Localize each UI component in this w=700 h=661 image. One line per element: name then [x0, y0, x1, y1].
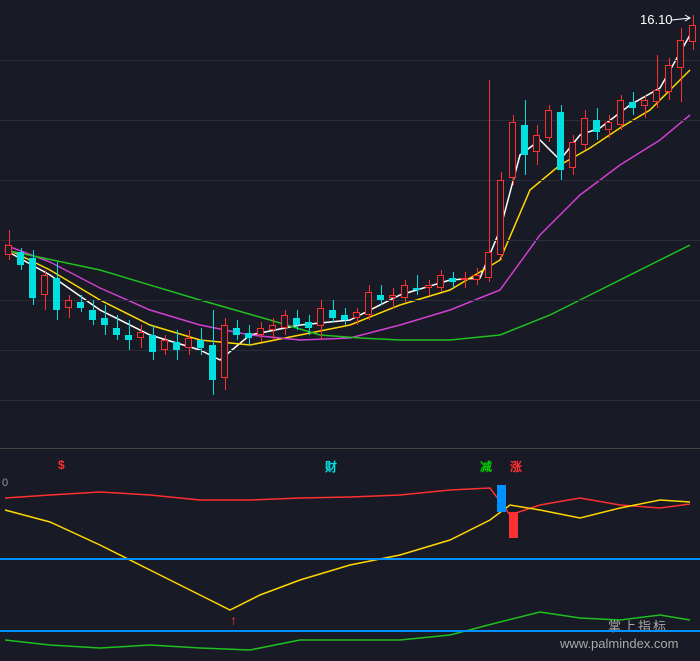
- gridline: [0, 300, 700, 301]
- candle-body: [665, 65, 672, 92]
- candle-body: [137, 332, 144, 338]
- panel-divider: [0, 448, 700, 449]
- price-label: 16.10: [640, 12, 673, 27]
- candle-body: [185, 338, 192, 348]
- candle-body: [101, 318, 108, 325]
- candle-body: [581, 118, 588, 145]
- candle-body: [629, 102, 636, 108]
- candle-body: [89, 310, 96, 320]
- candle-body: [221, 325, 228, 378]
- candle-body: [197, 340, 204, 348]
- gridline: [0, 60, 700, 61]
- candle-body: [281, 315, 288, 328]
- candle-body: [65, 300, 72, 308]
- candle-body: [569, 142, 576, 168]
- gridline: [0, 400, 700, 401]
- chart-container: 16.10 0 掌上指标 www.palmindex.com $财减涨↑: [0, 0, 700, 661]
- candle-body: [521, 125, 528, 155]
- indicator-marker: 涨: [510, 458, 522, 475]
- candle-body: [233, 328, 240, 335]
- candle-body: [353, 312, 360, 318]
- candle-body: [209, 345, 216, 380]
- indicator-marker: 财: [325, 458, 337, 475]
- candle-body: [413, 288, 420, 290]
- candle-body: [341, 315, 348, 320]
- indicator-level-line: [0, 558, 700, 560]
- main-overlay-svg: [0, 0, 700, 440]
- candle-body: [461, 278, 468, 280]
- candle-wick: [417, 275, 418, 295]
- candle-wick: [465, 272, 466, 288]
- candle-body: [605, 122, 612, 130]
- candle-body: [449, 278, 456, 282]
- candle-body: [653, 90, 660, 102]
- candle-wick: [645, 95, 646, 118]
- candle-body: [29, 258, 36, 298]
- candle-body: [41, 275, 48, 295]
- candle-body: [593, 120, 600, 132]
- indicator-marker: $: [58, 458, 65, 472]
- candle-body: [677, 40, 684, 68]
- gridline: [0, 350, 700, 351]
- candle-body: [53, 278, 60, 310]
- candle-body: [509, 122, 516, 178]
- candle-body: [257, 328, 264, 335]
- candle-body: [173, 342, 180, 350]
- candle-body: [377, 295, 384, 300]
- candle-body: [617, 100, 624, 125]
- gridline: [0, 240, 700, 241]
- candle-body: [497, 180, 504, 255]
- candle-body: [641, 100, 648, 106]
- candle-body: [125, 335, 132, 340]
- candle-body: [113, 328, 120, 335]
- candle-body: [557, 112, 564, 170]
- candle-body: [269, 325, 276, 330]
- candle-body: [401, 285, 408, 298]
- candle-body: [533, 135, 540, 152]
- candle-body: [245, 333, 252, 338]
- candle-body: [305, 322, 312, 328]
- candle-body: [485, 252, 492, 278]
- candle-body: [293, 318, 300, 325]
- indicator-bar: [509, 512, 518, 538]
- up-arrow-icon: ↑: [230, 612, 237, 628]
- indicator-level-line: [0, 630, 700, 632]
- indicator-marker: 减: [480, 458, 492, 475]
- candle-wick: [393, 288, 394, 308]
- candle-body: [161, 340, 168, 350]
- candle-body: [389, 295, 396, 298]
- watermark-title: 掌上指标: [608, 616, 668, 635]
- candle-body: [545, 110, 552, 138]
- candle-body: [149, 335, 156, 352]
- candle-body: [473, 275, 480, 280]
- candle-body: [317, 308, 324, 326]
- watermark-url: www.palmindex.com: [560, 636, 679, 651]
- candle-body: [689, 25, 696, 42]
- candle-body: [77, 302, 84, 308]
- indicator-bar: [497, 485, 506, 512]
- candle-body: [437, 275, 444, 288]
- candle-body: [329, 310, 336, 318]
- candle-body: [17, 252, 24, 265]
- gridline: [0, 180, 700, 181]
- candle-body: [5, 245, 12, 255]
- candle-body: [365, 292, 372, 315]
- candle-body: [425, 285, 432, 288]
- main-candlestick-panel[interactable]: [0, 0, 700, 440]
